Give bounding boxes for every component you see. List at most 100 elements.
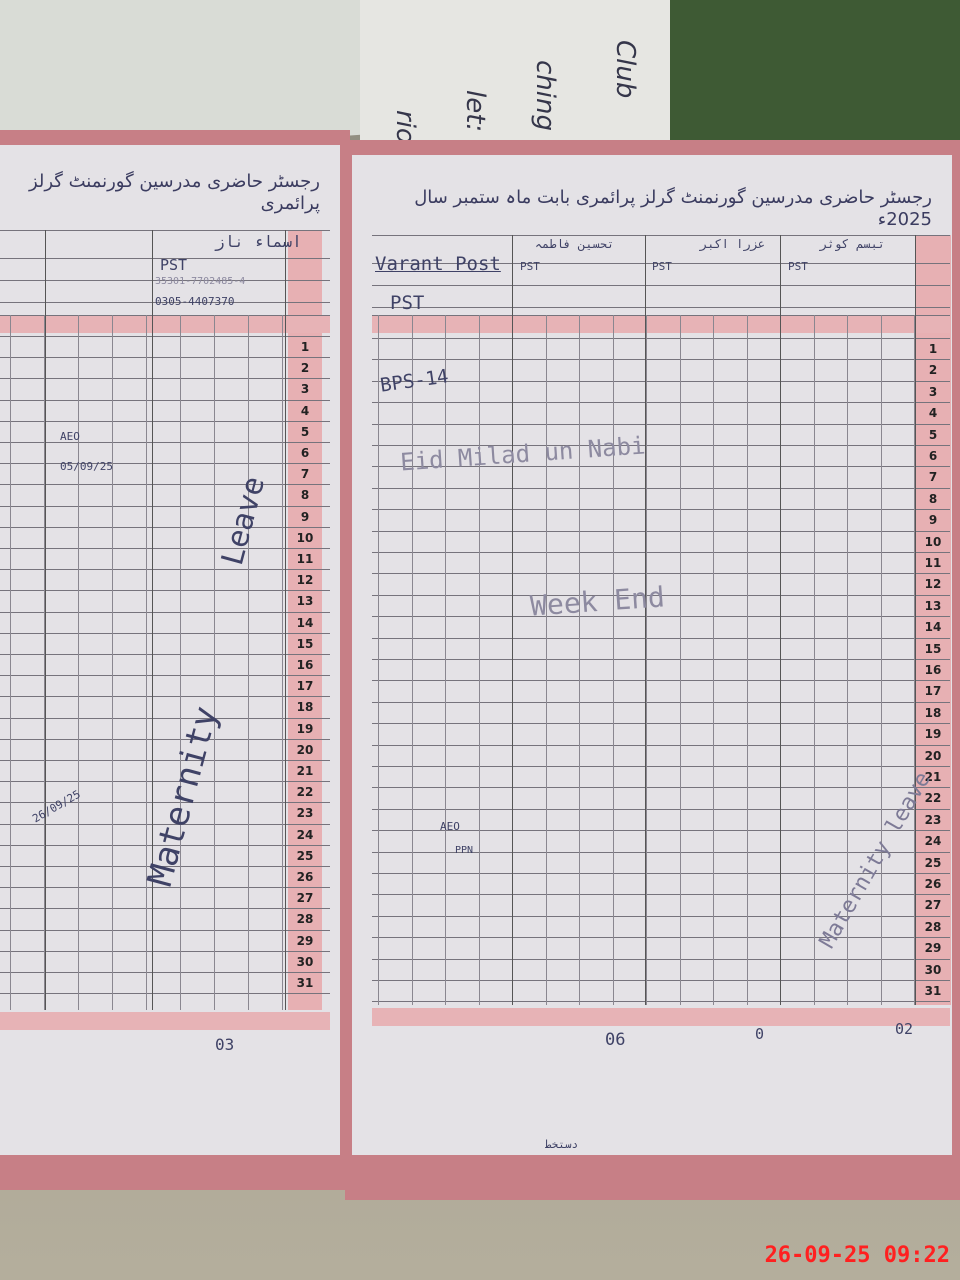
grid-line <box>372 680 950 682</box>
grid-line <box>372 1001 950 1003</box>
grid-line <box>0 399 330 401</box>
grid-line <box>0 844 330 846</box>
grid-line <box>780 235 781 1005</box>
grid-line <box>0 590 330 592</box>
grid-line <box>44 315 45 1010</box>
day-number: 10 <box>296 530 314 545</box>
teacher-1-total: 06 <box>605 1030 626 1050</box>
grid-line <box>0 378 330 380</box>
teacher-2-designation: PST <box>652 260 672 273</box>
day-number: 8 <box>928 491 938 506</box>
left-page: رجسٹر حاضری مدرسین گورنمنٹ گرلز پرائمری <box>0 145 340 1155</box>
right-aeo-signature: AEO <box>440 820 460 833</box>
day-number: 11 <box>296 552 314 566</box>
day-number: 28 <box>924 919 942 934</box>
grid-line <box>78 315 79 1010</box>
day-number: 1 <box>928 342 938 356</box>
grid-line <box>372 315 950 316</box>
day-number: 24 <box>924 834 942 849</box>
grid-line <box>372 744 950 746</box>
grid-line <box>112 315 113 1010</box>
grid-line <box>915 235 916 1005</box>
grid-line <box>372 573 950 575</box>
grid-line <box>613 315 614 1005</box>
day-number: 20 <box>296 742 314 757</box>
grid-line <box>0 908 330 910</box>
day-number: 5 <box>300 424 310 439</box>
grid-line <box>372 466 950 468</box>
left-page-title: رجسٹر حاضری مدرسین گورنمنٹ گرلز پرائمری <box>28 171 320 214</box>
grid-line <box>0 569 330 571</box>
grid-line <box>0 887 330 889</box>
day-number: 12 <box>296 573 314 588</box>
teacher-1-designation: PST <box>520 260 540 273</box>
teacher-3-name: تبسم کوثر <box>820 237 886 251</box>
day-number: 26 <box>924 877 942 891</box>
grid-line <box>372 307 950 308</box>
grid-line <box>0 230 330 231</box>
grid-line <box>445 315 446 1005</box>
grid-line <box>0 675 330 677</box>
grid-line <box>0 929 330 931</box>
day-number: 2 <box>300 361 310 376</box>
grid-line <box>0 802 330 804</box>
teacher-3-total: 02 <box>895 1020 914 1038</box>
grid-line <box>282 315 283 1010</box>
grid-line <box>0 760 330 761</box>
summary-band <box>0 1012 330 1030</box>
grid-line <box>0 420 330 422</box>
day-number: 19 <box>296 721 314 736</box>
grid-line <box>372 263 950 264</box>
grid-line <box>372 766 950 767</box>
day-number: 16 <box>924 663 942 677</box>
day-number: 12 <box>924 577 942 592</box>
grid-line <box>372 380 950 382</box>
day-number: 30 <box>924 962 942 977</box>
day-number: 7 <box>928 470 938 485</box>
grid-line <box>372 958 950 960</box>
day-number: 4 <box>300 403 310 418</box>
grid-line <box>372 915 950 917</box>
grid-line <box>713 315 714 1005</box>
grid-line <box>180 315 181 1010</box>
day-number: 6 <box>928 449 938 463</box>
grid-line <box>372 338 950 339</box>
day-number: 7 <box>300 467 310 482</box>
grid-line <box>214 315 215 1010</box>
day-number-column <box>288 230 322 1010</box>
grid-line <box>0 696 330 698</box>
grid-line <box>645 235 646 1005</box>
grid-line <box>0 866 330 867</box>
header-band <box>372 315 950 333</box>
background-cloth <box>670 0 960 150</box>
day-number: 1 <box>300 340 310 354</box>
grid-line <box>0 463 330 465</box>
grid-line <box>372 530 950 532</box>
grid-line <box>372 552 950 553</box>
grid-line <box>0 548 330 549</box>
day-number: 21 <box>296 764 314 778</box>
grid-line <box>285 230 286 1010</box>
day-number: 6 <box>300 446 310 460</box>
day-number: 8 <box>300 488 310 503</box>
day-number: 31 <box>296 976 314 990</box>
day-number: 25 <box>924 855 942 870</box>
vacant-designation: PST <box>390 292 425 314</box>
grid-line <box>0 336 330 337</box>
teacher-2-total: 0 <box>755 1025 765 1043</box>
teacher-1-name: تحسین فاطمہ <box>535 237 615 251</box>
grid-line <box>45 230 46 1010</box>
grid-line <box>372 894 950 896</box>
grid-line <box>372 423 950 425</box>
grid-line <box>372 285 950 286</box>
grid-line <box>372 701 950 703</box>
day-number: 14 <box>924 620 942 635</box>
grid-line <box>0 823 330 825</box>
grid-line <box>372 235 950 236</box>
grid-line <box>0 484 330 486</box>
grid-line <box>0 280 330 281</box>
grid-line <box>646 315 647 1005</box>
day-number: 29 <box>296 933 314 948</box>
right-ppn-note: PPN <box>455 845 474 856</box>
grid-line <box>0 993 330 995</box>
